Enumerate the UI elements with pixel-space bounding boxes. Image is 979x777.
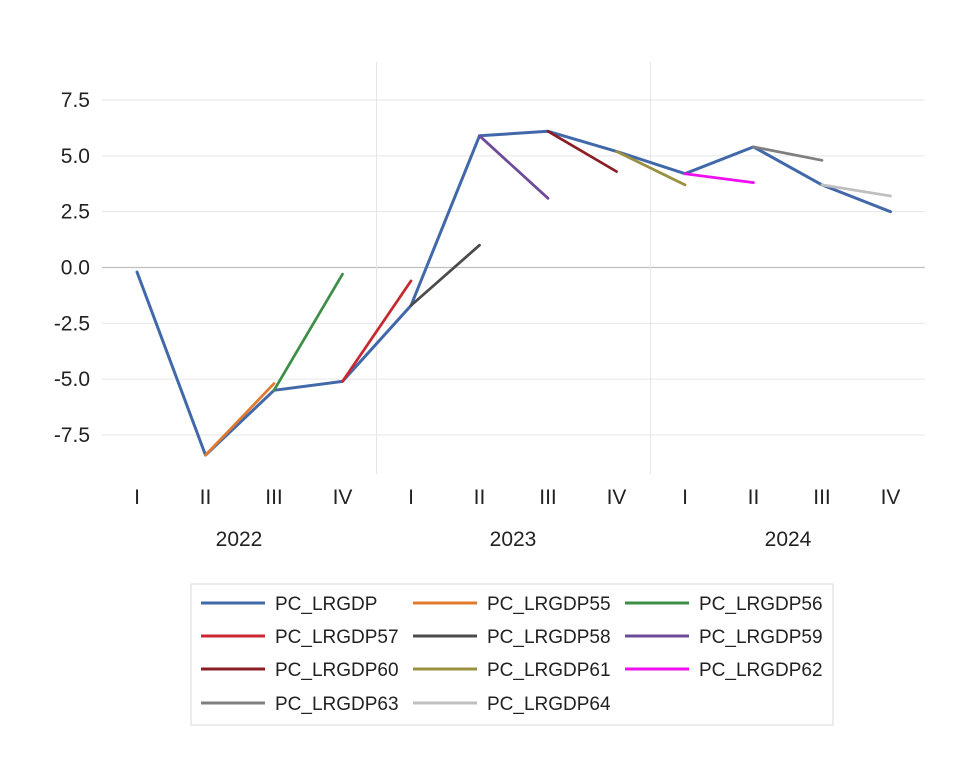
y-tick-label: 0.0 <box>61 257 90 280</box>
series-line-pc-lrgdp59 <box>478 134 550 200</box>
x-tick-label: II <box>748 486 760 509</box>
legend-label: PC_LRGDP58 <box>487 627 611 648</box>
legend-label: PC_LRGDP <box>275 594 377 615</box>
x-tick-label: II <box>474 486 486 509</box>
year-label: 2023 <box>490 528 537 551</box>
y-tick-label: -5.0 <box>54 368 90 391</box>
x-tick-label: I <box>134 486 140 509</box>
legend-label: PC_LRGDP57 <box>275 627 399 648</box>
x-tick-label: III <box>539 486 557 509</box>
series-line-pc-lrgdp56 <box>272 272 344 392</box>
series-line-pc-lrgdp63 <box>752 145 824 162</box>
y-tick-label: 5.0 <box>61 145 90 168</box>
x-tick-label: II <box>200 486 212 509</box>
legend-label: PC_LRGDP56 <box>699 594 823 615</box>
series-lines <box>135 129 892 457</box>
x-tick-label: I <box>682 486 688 509</box>
y-tick-label: 7.5 <box>61 89 90 112</box>
legend-label: PC_LRGDP61 <box>487 660 611 681</box>
series-line-pc-lrgdp60 <box>546 129 618 173</box>
series-line-pc-lrgdp55 <box>204 382 276 457</box>
legend-box <box>190 583 834 726</box>
legend-label: PC_LRGDP62 <box>699 660 823 681</box>
year-label: 2022 <box>216 528 263 551</box>
series-line-pc-lrgdp <box>135 129 892 457</box>
x-tick-label: I <box>408 486 414 509</box>
x-tick-label: III <box>265 486 283 509</box>
legend-label: PC_LRGDP59 <box>699 627 823 648</box>
x-tick-label: IV <box>607 486 627 509</box>
legend-label: PC_LRGDP63 <box>275 694 399 715</box>
x-tick-label: IV <box>333 486 353 509</box>
gridlines <box>102 62 925 474</box>
y-tick-label: -2.5 <box>54 312 90 335</box>
series-line-pc-lrgdp64 <box>820 183 892 198</box>
y-tick-label: 2.5 <box>61 201 90 224</box>
legend-label: PC_LRGDP55 <box>487 594 611 615</box>
series-line-pc-lrgdp58 <box>409 243 481 307</box>
series-line-pc-lrgdp61 <box>615 150 687 187</box>
y-axis: 7.5 5.0 2.5 0.0 -2.5 -5.0 -7.5 <box>54 89 90 447</box>
legend: PC_LRGDP PC_LRGDP55 PC_LRGDP56 PC_LRGDP57 PC… <box>190 583 834 726</box>
legend-label: PC_LRGDP60 <box>275 660 399 681</box>
series-line-pc-lrgdp62 <box>683 172 755 184</box>
y-tick-label: -7.5 <box>54 424 90 447</box>
legend-label: PC_LRGDP64 <box>487 694 611 715</box>
x-tick-label: IV <box>881 486 901 509</box>
year-label: 2024 <box>765 528 812 551</box>
x-tick-label: III <box>813 486 831 509</box>
series-line-pc-lrgdp57 <box>341 279 413 383</box>
